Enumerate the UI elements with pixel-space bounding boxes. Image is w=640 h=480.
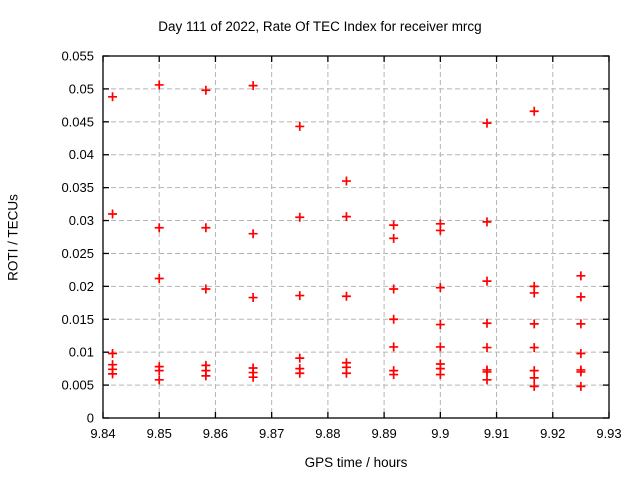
y-tick-label: 0 [87, 411, 94, 426]
data-point-marker [529, 343, 539, 353]
data-point-marker [154, 273, 164, 283]
y-tick-label: 0.015 [61, 312, 94, 327]
tick-marks [102, 55, 610, 419]
data-point-marker [108, 92, 118, 102]
data-point-marker [482, 276, 492, 286]
x-tick-label: 9.86 [203, 426, 228, 441]
x-axis-label: GPS time / hours [304, 455, 408, 470]
y-tick-label: 0.055 [61, 49, 94, 64]
data-point-marker [295, 368, 305, 378]
data-point-marker [389, 233, 399, 243]
scatter-points [108, 80, 586, 391]
data-point-marker [482, 318, 492, 328]
data-point-marker [576, 319, 586, 329]
data-point-marker [248, 229, 258, 239]
data-point-marker [295, 121, 305, 131]
data-point-marker [248, 81, 258, 91]
x-tick-label: 9.92 [540, 426, 565, 441]
data-point-marker [529, 373, 539, 383]
plot-frame [102, 55, 610, 419]
data-point-marker [482, 118, 492, 128]
data-point-marker [341, 291, 351, 301]
data-point-marker [154, 366, 164, 376]
data-point-marker [435, 370, 445, 380]
data-point-marker [108, 369, 118, 379]
data-point-marker [529, 106, 539, 116]
y-tick-label: 0.025 [61, 246, 94, 261]
data-point-marker [435, 283, 445, 293]
x-tick-label: 9.84 [90, 426, 115, 441]
data-point-marker [529, 319, 539, 329]
y-tick-label: 0.005 [61, 378, 94, 393]
data-point-marker [201, 223, 211, 233]
data-point-marker [389, 314, 399, 324]
y-tick-label: 0.02 [69, 279, 94, 294]
grid-lines [103, 56, 609, 418]
data-point-marker [389, 342, 399, 352]
data-point-marker [201, 371, 211, 381]
data-point-marker [154, 80, 164, 90]
data-point-marker [529, 381, 539, 391]
x-tick-label: 9.93 [596, 426, 621, 441]
data-point-marker [341, 212, 351, 222]
data-point-marker [389, 370, 399, 380]
y-tick-label: 0.045 [61, 114, 94, 129]
data-point-marker [529, 288, 539, 298]
data-point-marker [154, 223, 164, 233]
y-tick-label: 0.04 [69, 147, 94, 162]
x-tick-label: 9.88 [315, 426, 340, 441]
data-point-marker [576, 292, 586, 302]
data-point-marker [248, 293, 258, 303]
data-point-marker [435, 225, 445, 235]
data-point-marker [576, 367, 586, 377]
data-point-marker [295, 353, 305, 363]
data-point-marker [482, 367, 492, 377]
data-point-marker [435, 320, 445, 330]
x-tick-label: 9.85 [147, 426, 172, 441]
data-point-marker [389, 220, 399, 230]
data-point-marker [482, 343, 492, 353]
data-point-marker [576, 381, 586, 391]
x-tick-label: 9.87 [259, 426, 284, 441]
data-point-marker [341, 368, 351, 378]
data-point-marker [295, 212, 305, 222]
y-tick-label: 0.035 [61, 180, 94, 195]
x-tick-label: 9.91 [484, 426, 509, 441]
x-tick-label: 9.89 [371, 426, 396, 441]
chart-title: Day 111 of 2022, Rate Of TEC Index for r… [158, 19, 482, 34]
data-point-marker [295, 291, 305, 301]
y-tick-label: 0.03 [69, 213, 94, 228]
data-point-marker [576, 271, 586, 281]
data-point-marker [435, 342, 445, 352]
data-point-marker [108, 209, 118, 219]
data-point-marker [248, 372, 258, 382]
data-point-marker [341, 176, 351, 186]
data-point-marker [576, 348, 586, 358]
tick-labels: 9.84 9.85 9.86 9.87 9.88 9.89 9.9 9.91 9.92 9.93 0… [61, 49, 621, 442]
y-tick-label: 0.05 [69, 81, 94, 96]
data-point-marker [201, 85, 211, 95]
y-tick-label: 0.01 [69, 345, 94, 360]
data-point-marker [108, 348, 118, 358]
data-point-marker [482, 217, 492, 227]
data-point-marker [389, 284, 399, 294]
x-tick-label: 9.9 [431, 426, 449, 441]
data-point-marker [201, 284, 211, 294]
data-point-marker [154, 375, 164, 385]
data-point-marker [482, 375, 492, 385]
